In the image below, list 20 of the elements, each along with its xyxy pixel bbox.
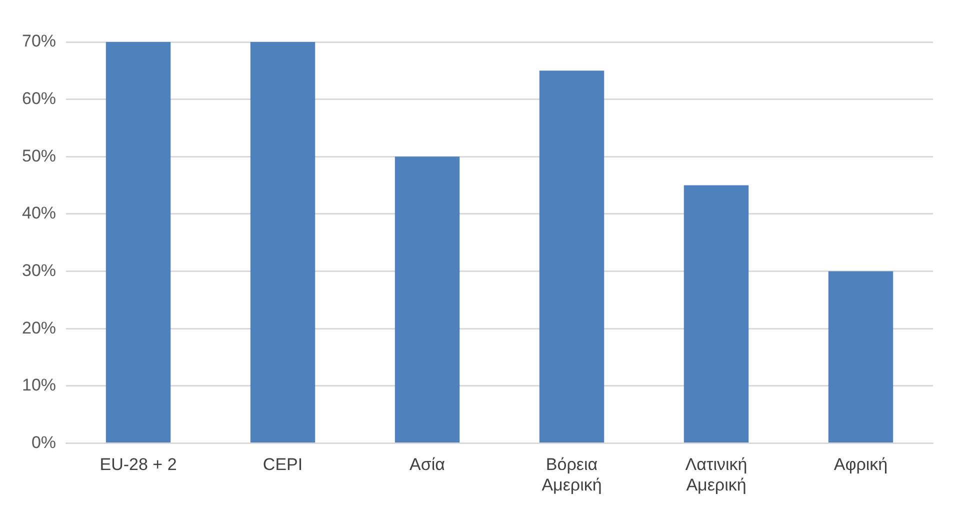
y-tick-label: 50% (22, 146, 56, 166)
bar (106, 42, 171, 442)
y-tick-label: 60% (22, 89, 56, 108)
bar (250, 42, 316, 442)
y-tick-label: 30% (22, 260, 56, 280)
bar (539, 70, 604, 442)
y-tick-label: 10% (22, 376, 56, 395)
y-tick-label: 0% (31, 432, 56, 452)
x-tick-label: Λατινική Αμερική (685, 455, 748, 494)
x-tick-label: EU-28 + 2 (100, 455, 177, 474)
bar (684, 185, 749, 442)
x-tick-label: Αφρική (834, 455, 888, 474)
x-tick-label: Βόρεια Αμερική (542, 455, 602, 494)
x-tick-label: CEPI (262, 455, 303, 474)
y-tick-label: 20% (22, 318, 56, 338)
bar (828, 271, 894, 442)
y-tick-label: 70% (22, 32, 56, 51)
y-tick-label: 40% (22, 204, 56, 223)
x-tick-label: Ασία (410, 455, 446, 474)
bar (394, 156, 460, 442)
